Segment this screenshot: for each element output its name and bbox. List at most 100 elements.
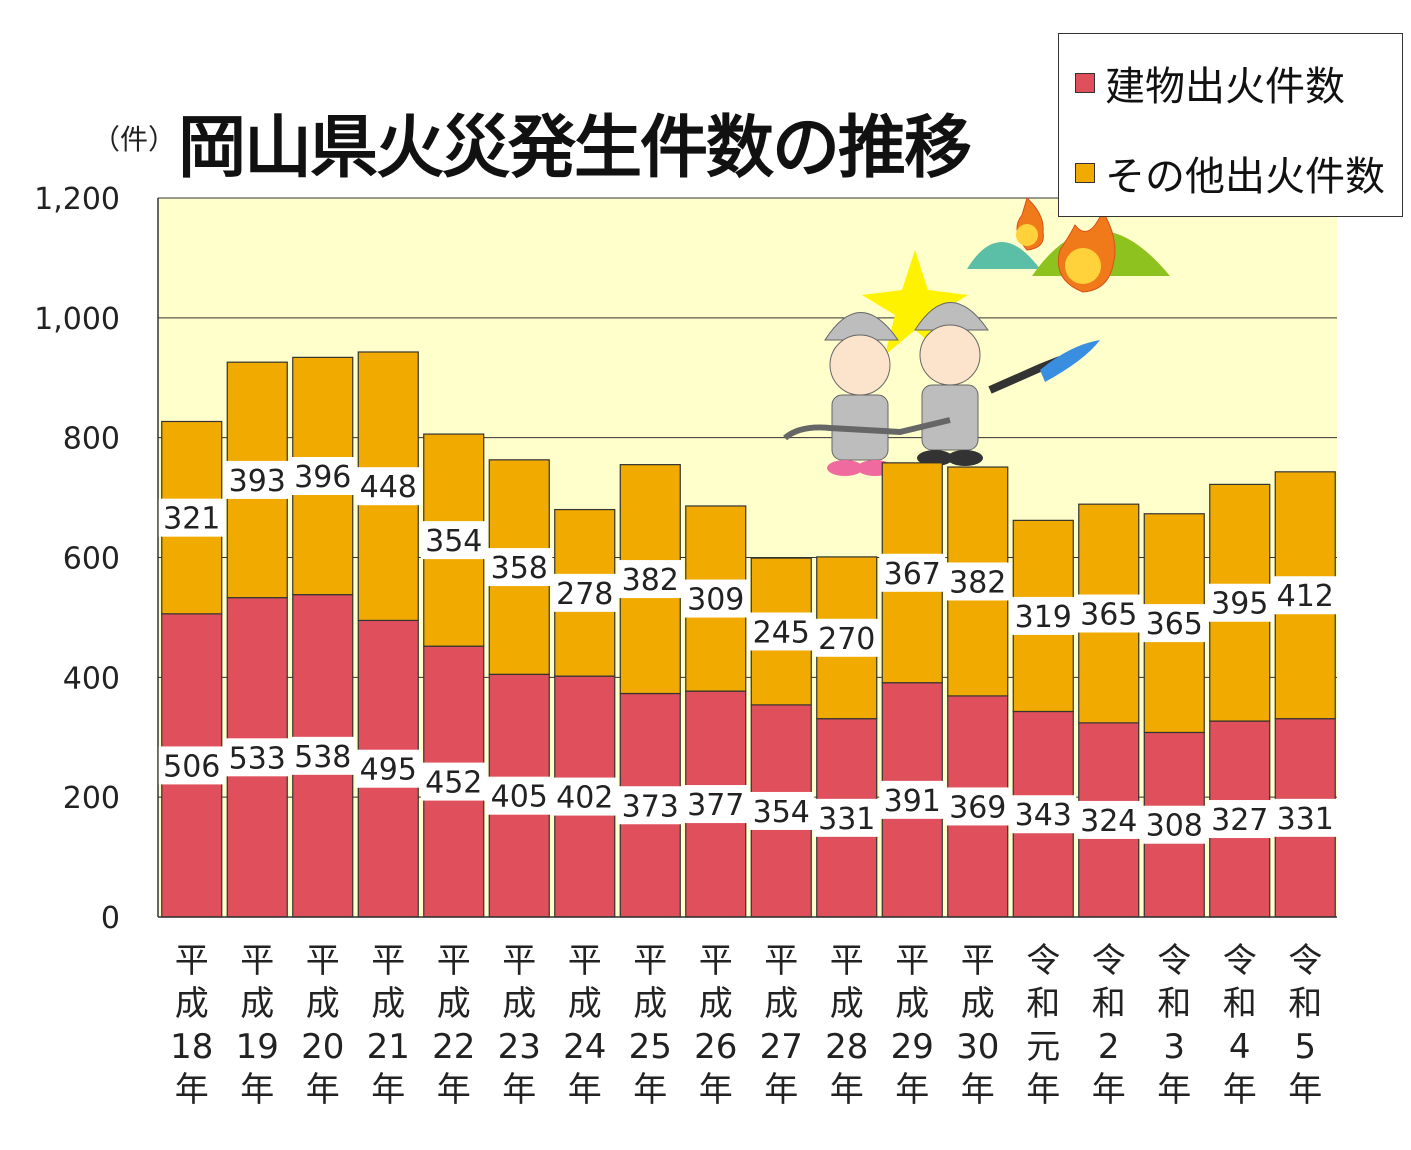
boot xyxy=(827,460,863,476)
x-tick-label-part: 平 xyxy=(437,941,471,981)
data-label-bg xyxy=(486,548,553,587)
data-label-bg xyxy=(1010,596,1077,635)
x-tick-label-part: 年 xyxy=(437,1070,471,1110)
x-tick-label-part: 4 xyxy=(1229,1027,1251,1067)
x-tick-label-part: 和 xyxy=(1092,984,1126,1024)
data-label-text: 382 xyxy=(949,565,1006,600)
x-tick-label-part: 29 xyxy=(891,1027,934,1067)
chart-title: 岡山県火災発生件数の推移 xyxy=(178,109,972,188)
y-tick-label: 600 xyxy=(63,542,120,577)
x-tick-label-part: 成 xyxy=(306,984,340,1024)
x-tick-label-part: 元 xyxy=(1026,1027,1060,1067)
data-label-text: 327 xyxy=(1211,803,1268,838)
star-icon xyxy=(862,250,968,355)
data-label-bg xyxy=(289,457,356,496)
data-label: 382 xyxy=(944,562,1011,601)
data-label-text: 391 xyxy=(884,784,941,819)
data-label-text: 354 xyxy=(425,524,482,559)
data-label: 405 xyxy=(486,776,553,815)
data-label: 506 xyxy=(158,746,225,785)
data-label-bg xyxy=(551,777,618,816)
x-tick-label-part: 年 xyxy=(1092,1070,1126,1110)
data-label: 331 xyxy=(813,798,880,837)
y-tick-label: 400 xyxy=(63,661,120,696)
data-label-bg xyxy=(944,787,1011,826)
legend: 建物出火件数 その他出火件数 xyxy=(1058,33,1403,217)
x-tick-label-part: 和 xyxy=(1026,984,1060,1024)
data-label-bg xyxy=(1075,800,1142,839)
y-axis-unit: （件） xyxy=(92,123,177,156)
x-tick-label-part: 年 xyxy=(1157,1070,1191,1110)
data-label-bg xyxy=(420,521,487,560)
data-label-text: 354 xyxy=(753,795,810,830)
x-tick-label-part: 年 xyxy=(830,1070,864,1110)
x-tick-label-part: 平 xyxy=(699,941,733,981)
data-label: 396 xyxy=(289,457,356,496)
data-label: 538 xyxy=(289,736,356,775)
x-tick-label-part: 20 xyxy=(301,1027,344,1067)
legend-label-other: その他出火件数 xyxy=(1105,154,1385,200)
data-label: 331 xyxy=(1272,798,1339,837)
x-tick-label-part: 年 xyxy=(699,1070,733,1110)
data-label-bg xyxy=(551,573,618,612)
data-label: 377 xyxy=(682,785,749,824)
data-label-bg xyxy=(813,618,880,657)
data-label: 533 xyxy=(224,738,291,777)
data-label: 327 xyxy=(1206,800,1273,839)
data-label-bg xyxy=(420,762,487,801)
data-label: 309 xyxy=(682,579,749,618)
helmet-icon xyxy=(824,312,899,341)
x-tick-label-part: 成 xyxy=(568,984,602,1024)
data-label-text: 324 xyxy=(1080,804,1137,839)
x-tick-label-part: 平 xyxy=(764,941,798,981)
x-tick-label-part: 年 xyxy=(764,1070,798,1110)
data-label-bg xyxy=(748,612,815,651)
x-tick-label-part: 和 xyxy=(1223,984,1257,1024)
data-label-bg xyxy=(813,798,880,837)
data-label-text: 331 xyxy=(818,802,875,837)
x-tick-label-part: 年 xyxy=(502,1070,536,1110)
data-label-bg xyxy=(224,460,291,499)
x-tick-label-part: 21 xyxy=(367,1027,410,1067)
data-label-text: 343 xyxy=(1015,798,1072,833)
data-label: 343 xyxy=(1010,795,1077,834)
data-label-bg xyxy=(682,785,749,824)
data-label-bg xyxy=(1010,795,1077,834)
x-tick-label-part: 成 xyxy=(371,984,405,1024)
x-tick-label-part: 3 xyxy=(1163,1027,1185,1067)
helmet-icon xyxy=(914,302,989,331)
data-label: 319 xyxy=(1010,596,1077,635)
data-label-text: 452 xyxy=(425,766,482,801)
data-label-text: 448 xyxy=(360,470,417,505)
data-label: 270 xyxy=(813,618,880,657)
x-tick-label-part: 令 xyxy=(1223,941,1257,981)
data-label-bg xyxy=(1075,594,1142,633)
data-label-text: 309 xyxy=(687,583,744,618)
x-tick-label-part: 平 xyxy=(830,941,864,981)
data-label-bg xyxy=(879,780,946,819)
data-label: 395 xyxy=(1206,583,1273,622)
hill-icon xyxy=(967,242,1040,269)
data-label-bg xyxy=(1206,583,1273,622)
data-label-bg xyxy=(355,467,422,506)
x-tick-label-part: 5 xyxy=(1294,1027,1316,1067)
data-label-bg xyxy=(617,786,684,825)
data-label-text: 533 xyxy=(229,741,286,776)
legend-item-other: その他出火件数 xyxy=(1075,144,1385,202)
data-label-text: 367 xyxy=(884,557,941,592)
x-tick-label-part: 23 xyxy=(498,1027,541,1067)
face xyxy=(829,334,891,396)
legend-swatch-building xyxy=(1075,73,1095,93)
data-label-text: 412 xyxy=(1277,579,1334,614)
data-label-text: 308 xyxy=(1146,809,1203,844)
flame-face xyxy=(1016,224,1038,246)
flame-face xyxy=(1065,248,1101,284)
data-label: 373 xyxy=(617,786,684,825)
data-label: 308 xyxy=(1141,805,1208,844)
